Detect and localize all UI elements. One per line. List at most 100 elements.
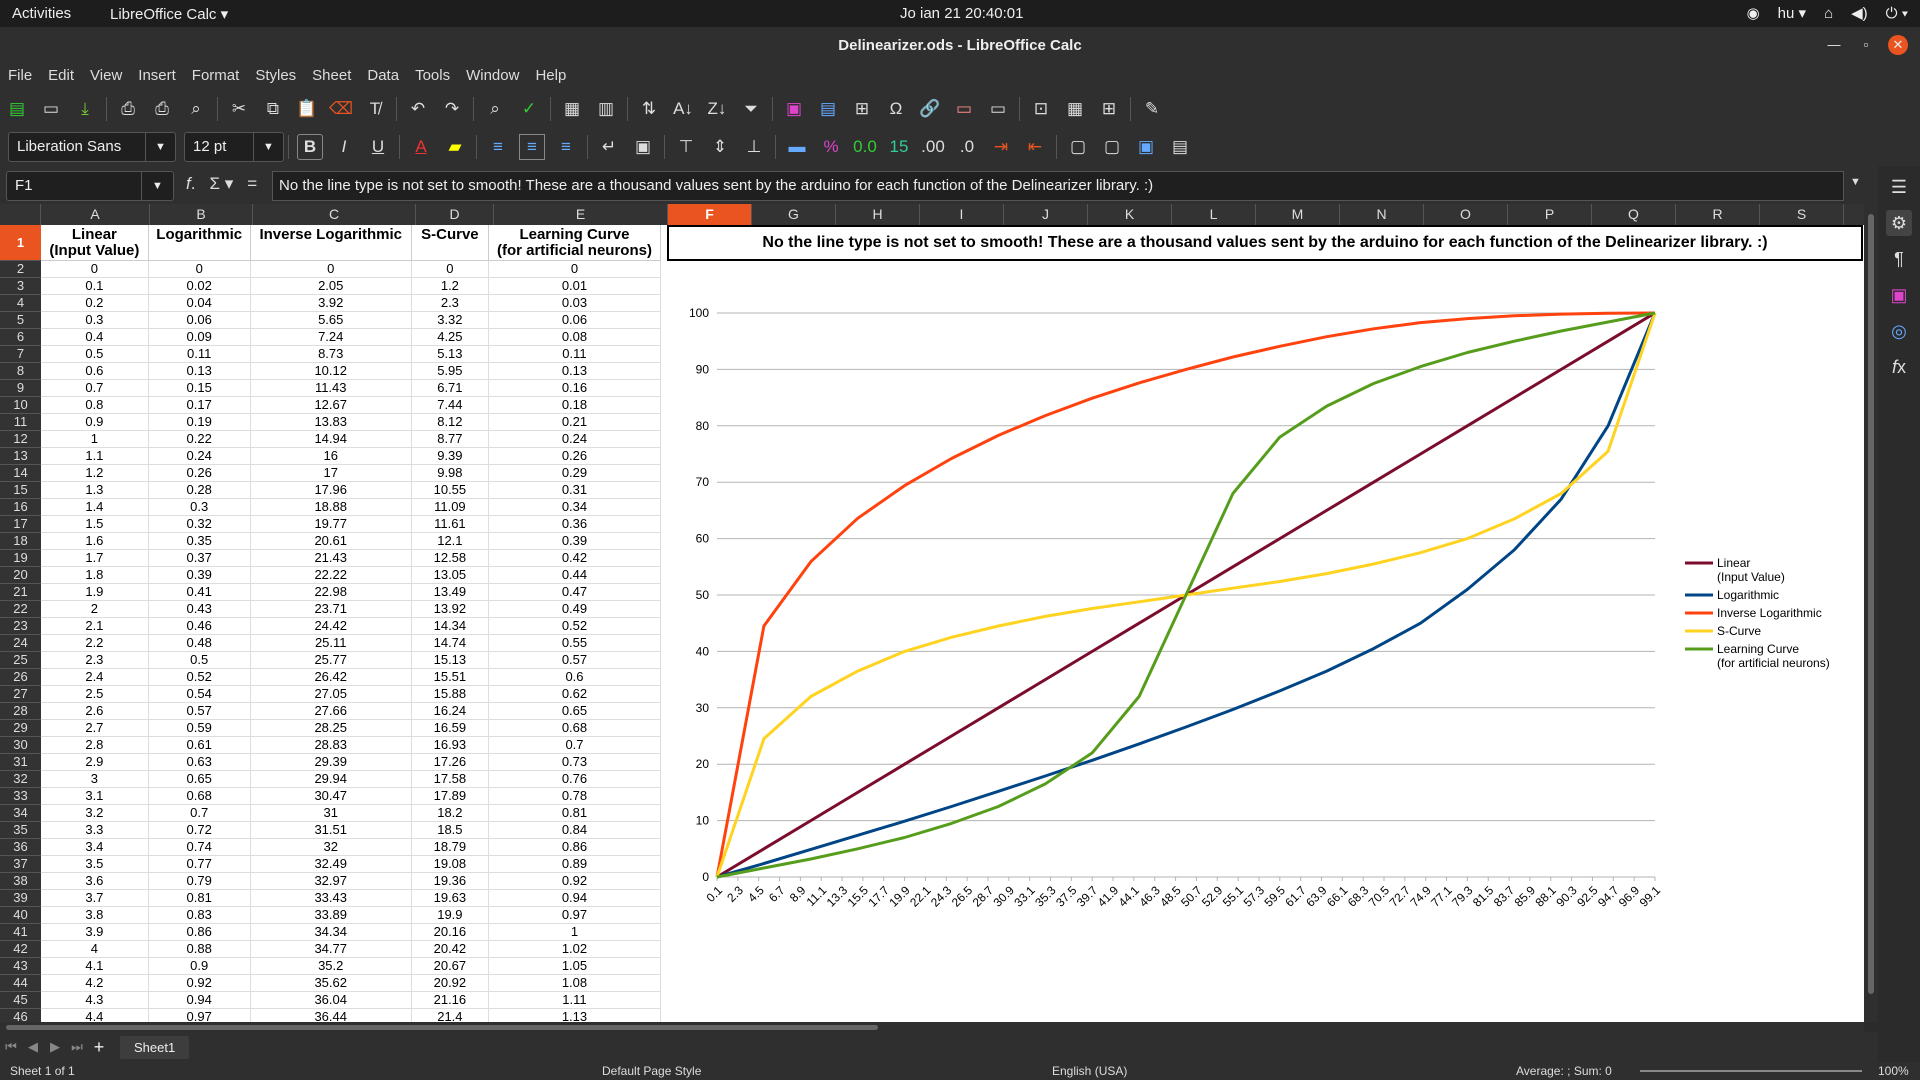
cell[interactable]: 1.6 [41, 533, 149, 549]
row-header[interactable]: 19 [0, 550, 41, 567]
row-header[interactable]: 40 [0, 907, 41, 924]
expand-formula-icon[interactable]: ▼ [1850, 176, 1861, 188]
header-cell[interactable]: S-Curve [412, 225, 489, 260]
column-header-e[interactable]: E [494, 204, 668, 225]
cell[interactable]: 31.51 [251, 822, 412, 838]
cell[interactable]: 12.58 [412, 550, 489, 566]
last-sheet-icon[interactable]: ⏭ [71, 1039, 83, 1054]
cell[interactable]: 0.52 [149, 669, 251, 685]
cell[interactable]: 20.92 [412, 975, 489, 991]
cell[interactable]: 0.11 [489, 346, 661, 362]
cell[interactable]: 0.65 [149, 771, 251, 787]
cell[interactable]: 0.34 [489, 499, 661, 515]
cell[interactable]: 27.05 [251, 686, 412, 702]
menu-insert[interactable]: Insert [138, 67, 176, 84]
column-header-h[interactable]: H [836, 204, 920, 225]
conditional-format-icon[interactable]: ▤ [1171, 137, 1189, 156]
column-header-b[interactable]: B [150, 204, 253, 225]
center-vertically-icon[interactable]: ⇕ [712, 137, 728, 156]
cell[interactable]: 0.28 [149, 482, 251, 498]
cell[interactable]: 0.9 [41, 414, 149, 430]
row-header[interactable]: 21 [0, 584, 41, 601]
cell[interactable]: 10.55 [412, 482, 489, 498]
cell[interactable]: 28.83 [251, 737, 412, 753]
cell[interactable]: 7.44 [412, 397, 489, 413]
insert-chart-icon[interactable]: ▤ [819, 99, 837, 118]
cell[interactable]: 0.89 [489, 856, 661, 872]
cell[interactable]: 8.12 [412, 414, 489, 430]
row-header[interactable]: 10 [0, 397, 41, 414]
horizontal-scrollbar[interactable] [0, 1022, 1864, 1032]
cell[interactable]: 12.1 [412, 533, 489, 549]
row-header[interactable]: 13 [0, 448, 41, 465]
cell[interactable]: 0.61 [149, 737, 251, 753]
cell[interactable]: 35.62 [251, 975, 412, 991]
cell[interactable]: 1.02 [489, 941, 661, 957]
volume-icon[interactable]: ◀) [1851, 5, 1868, 22]
chevron-down-icon[interactable]: ▼ [141, 172, 173, 200]
cell[interactable]: 7.24 [251, 329, 412, 345]
save-icon[interactable]: ⤓ [81, 99, 89, 118]
column-header-j[interactable]: J [1004, 204, 1088, 225]
cell[interactable]: 33.43 [251, 890, 412, 906]
language[interactable]: English (USA) [1052, 1064, 1128, 1078]
menu-file[interactable]: File [8, 67, 33, 84]
cell[interactable]: 0.79 [149, 873, 251, 889]
cell[interactable]: 0.97 [149, 1009, 251, 1022]
cell[interactable]: 4.2 [41, 975, 149, 991]
highlight-color-icon[interactable]: ▰ [448, 137, 462, 156]
page-style[interactable]: Default Page Style [602, 1064, 702, 1078]
cell[interactable]: 1.2 [412, 278, 489, 294]
cell[interactable]: 0.5 [41, 346, 149, 362]
cell[interactable]: 19.63 [412, 890, 489, 906]
cell[interactable]: 2.05 [251, 278, 412, 294]
open-icon[interactable]: ▭ [42, 99, 60, 118]
row-header[interactable]: 25 [0, 652, 41, 669]
cell[interactable]: 10.12 [251, 363, 412, 379]
row-header[interactable]: 2 [0, 261, 41, 278]
cell[interactable]: 15.13 [412, 652, 489, 668]
cell[interactable]: 21.4 [412, 1009, 489, 1022]
cell[interactable]: 0.57 [149, 703, 251, 719]
align-top-icon[interactable]: ⊤ [678, 137, 694, 156]
align-left-icon[interactable]: ≡ [493, 137, 503, 156]
minimize-icon[interactable]: — [1827, 37, 1841, 52]
cell[interactable]: 13.05 [412, 567, 489, 583]
cell[interactable]: 0.74 [149, 839, 251, 855]
row-header[interactable]: 12 [0, 431, 41, 448]
decrease-indent-icon[interactable]: ⇤ [1027, 137, 1043, 156]
cell[interactable]: 32.49 [251, 856, 412, 872]
cell[interactable]: 23.71 [251, 601, 412, 617]
cell[interactable]: 2.5 [41, 686, 149, 702]
number-format-icon[interactable]: 0.0 [853, 137, 877, 156]
sort-descending-icon[interactable]: Z↓ [707, 99, 727, 118]
row-header[interactable]: 44 [0, 975, 41, 992]
row-header[interactable]: 32 [0, 771, 41, 788]
cell[interactable]: 1.05 [489, 958, 661, 974]
cell[interactable]: 0.55 [489, 635, 661, 651]
cell[interactable]: 3.92 [251, 295, 412, 311]
previous-sheet-icon[interactable]: ◀ [28, 1039, 38, 1054]
cell[interactable]: 0.54 [149, 686, 251, 702]
row-header[interactable]: 30 [0, 737, 41, 754]
print-preview-icon[interactable]: ⌕ [191, 99, 201, 118]
column-header-i[interactable]: I [920, 204, 1004, 225]
cell[interactable]: 16.24 [412, 703, 489, 719]
column-header-f[interactable]: F [668, 204, 752, 225]
font-name-box[interactable]: Liberation Sans ▼ [8, 132, 176, 162]
cell[interactable]: 0.4 [41, 329, 149, 345]
cell[interactable]: 17 [251, 465, 412, 481]
cell[interactable]: 0.09 [149, 329, 251, 345]
cell[interactable]: 14.94 [251, 431, 412, 447]
row-header[interactable]: 17 [0, 516, 41, 533]
cell[interactable]: 3.6 [41, 873, 149, 889]
delete-decimal-icon[interactable]: .0 [959, 137, 975, 156]
cell[interactable]: 27.66 [251, 703, 412, 719]
name-box[interactable]: F1 ▼ [6, 171, 174, 201]
sort-ascending-icon[interactable]: A↓ [673, 99, 693, 118]
copy-icon[interactable]: ⧉ [266, 99, 280, 118]
cell[interactable]: 0.11 [149, 346, 251, 362]
font-size-box[interactable]: 12 pt ▼ [184, 132, 284, 162]
cell[interactable]: 0.63 [149, 754, 251, 770]
cell[interactable]: 0.92 [489, 873, 661, 889]
